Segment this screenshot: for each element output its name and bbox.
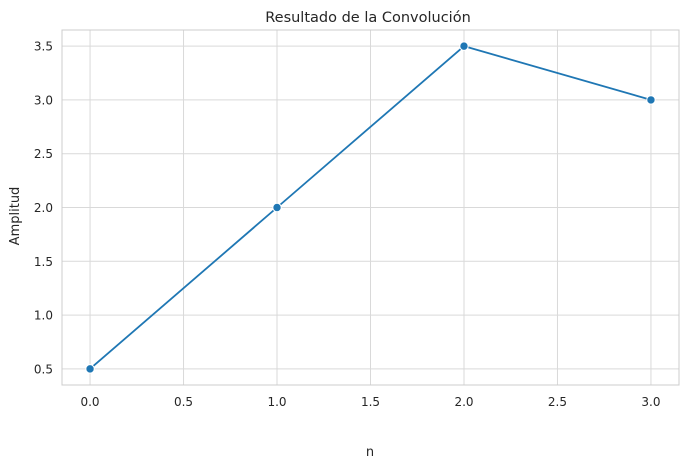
series-line	[89, 45, 652, 370]
y-tick-label: 2.0	[34, 201, 53, 215]
x-axis-label: n	[366, 445, 374, 460]
x-tick-label: 2.0	[454, 395, 473, 409]
x-tick-label: 0.0	[80, 395, 99, 409]
tick-labels: 0.0 0.5 1.0 1.5 2.0 2.5 3.0 0.5 1.0 1.5 2.0 2.5 3.0 3…	[34, 40, 661, 409]
series-layer	[85, 41, 656, 374]
chart-title: Resultado de la Convolución	[265, 10, 471, 26]
y-tick-label: 2.5	[34, 147, 53, 161]
data-point	[272, 202, 282, 213]
y-tick-label: 3.0	[34, 93, 53, 107]
grid	[62, 30, 679, 385]
y-tick-label: 3.5	[34, 40, 53, 54]
y-tick-label: 0.5	[34, 362, 53, 376]
x-tick-label: 1.0	[267, 395, 286, 409]
x-tick-label: 2.5	[548, 395, 567, 409]
x-tick-label: 0.5	[174, 395, 193, 409]
plot-frame	[61, 29, 680, 386]
y-tick-label: 1.5	[34, 255, 53, 269]
data-point	[85, 364, 95, 374]
x-tick-label: 3.0	[641, 395, 660, 409]
data-point	[459, 41, 469, 51]
data-point	[646, 95, 656, 105]
y-axis-label: Amplitud	[8, 187, 23, 246]
x-tick-label: 1.5	[361, 395, 380, 409]
y-tick-label: 1.0	[34, 309, 53, 323]
